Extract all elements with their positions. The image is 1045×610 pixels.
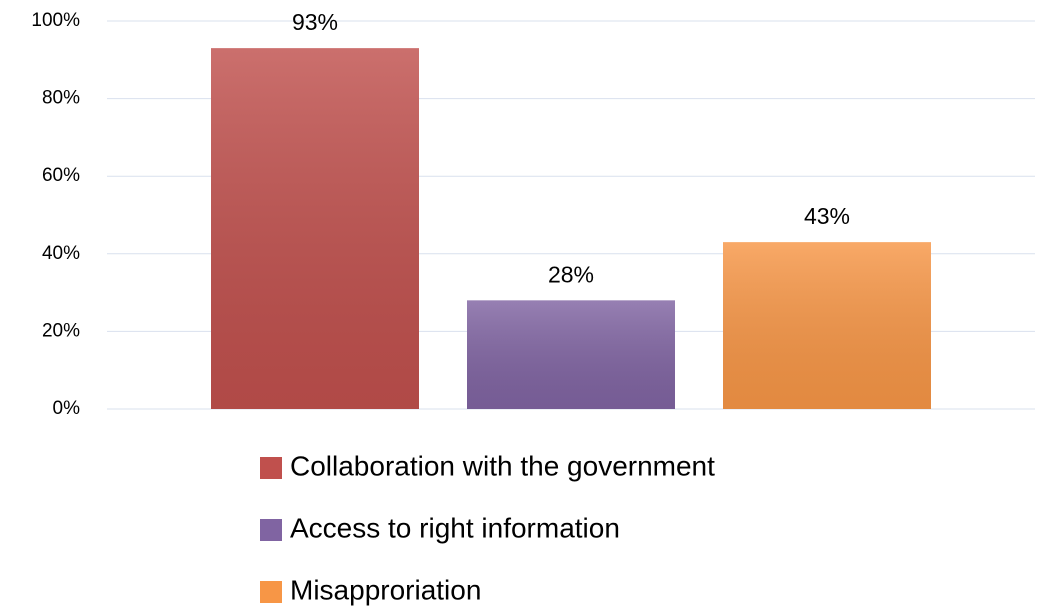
legend-label: Collaboration with the government: [290, 450, 715, 481]
y-tick-label: 40%: [42, 243, 80, 264]
legend-label: Misapproriation: [290, 574, 481, 605]
legend-label: Access to right information: [290, 512, 620, 543]
y-tick-label: 20%: [42, 320, 80, 341]
legend-swatch: [260, 457, 282, 479]
y-tick-label: 60%: [42, 165, 80, 186]
legend-swatch: [260, 581, 282, 603]
y-tick-label: 100%: [31, 10, 80, 31]
data-label: 93%: [292, 9, 338, 35]
bar-shine: [211, 48, 419, 409]
y-tick-label: 0%: [53, 398, 81, 419]
data-label: 43%: [804, 203, 850, 229]
legend-swatch: [260, 519, 282, 541]
y-tick-label: 80%: [42, 88, 80, 109]
bar-shine: [467, 300, 675, 409]
bar-shine: [723, 242, 931, 409]
data-label: 28%: [548, 261, 594, 287]
